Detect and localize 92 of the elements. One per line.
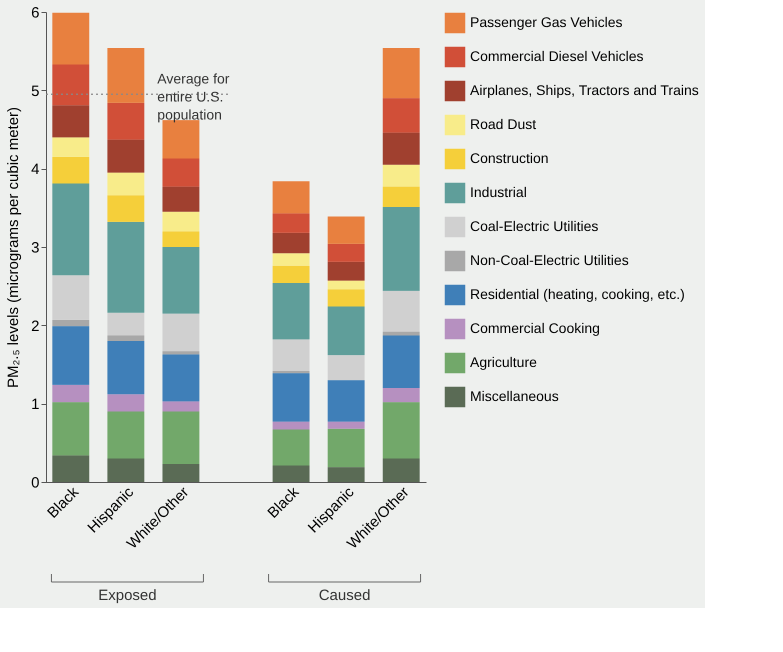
bar [272,253,310,266]
bar [328,244,365,262]
bar [328,216,365,244]
bar [328,280,365,290]
bar [107,48,144,103]
ref-line-label: Average for entire U.S. population [157,70,230,122]
bar [107,341,144,394]
legend-label: Non-Coal-Electric Utilities [470,252,629,268]
bar [328,380,365,422]
bar [52,326,90,385]
bar [107,412,144,458]
bar [328,306,365,356]
bar [52,12,90,64]
bar [52,275,90,320]
legend-label: Miscellaneous [470,388,559,404]
bar [382,336,420,388]
bar [382,290,420,332]
legend-label: Coal-Electric Utilities [470,218,598,234]
bar [382,332,420,336]
bar [382,207,420,291]
bar [162,212,200,232]
bar [52,384,90,402]
legend-label: Airplanes, Ships, Tractors and Trains [470,82,699,98]
bar [107,140,144,173]
legend-label: Road Dust [470,116,536,132]
bar [52,105,90,138]
bar [328,262,365,281]
bar [107,172,144,196]
text: Exposed [98,587,157,604]
bar [52,455,90,482]
bar [382,98,420,133]
bar [162,401,200,412]
bar [272,232,310,254]
bar [328,289,365,307]
y-tick-label: 4 [31,161,40,178]
bar [272,213,310,233]
bar [162,412,200,464]
bar [272,266,310,284]
bar [328,422,365,429]
bar [382,48,420,98]
bar [52,64,90,106]
bar [382,388,420,402]
legend-label: Industrial [470,184,527,200]
y-tick-label: 2 [31,318,40,335]
bar [162,464,200,482]
bar [272,466,310,482]
bar [272,373,310,422]
bar [382,132,420,165]
bar [328,355,365,380]
bar [272,422,310,430]
bar [107,312,144,336]
bar [107,394,144,412]
legend-label: Residential (heating, cooking, etc.) [470,286,685,302]
bar [382,164,420,187]
bar [162,351,200,354]
y-tick-label: 3 [31,240,40,256]
text: Caused [318,587,370,604]
bar [107,102,144,140]
legend-label: Commercial Cooking [470,320,600,336]
bar [107,458,144,482]
y-tick-label: 5 [31,82,40,100]
legend-label: Passenger Gas Vehicles [470,14,623,30]
bar [382,186,420,208]
bar [272,181,310,214]
y-tick-label: 0 [31,474,40,492]
bar [52,320,90,326]
bar [382,402,420,458]
bar [107,222,144,313]
bar [107,195,144,222]
bar [52,402,90,456]
bar [328,428,365,468]
bar [52,137,90,157]
y-axis-title: PM₂.₅ levels (micrograms per cubic meter) [5,106,22,388]
bar [162,158,200,187]
bar [272,283,310,340]
bar [52,156,90,184]
legend-label: Construction [470,150,549,166]
legend-label: Commercial Diesel Vehicles [470,48,644,64]
bar [328,467,365,482]
bar [52,184,90,276]
bar [162,186,200,212]
bar [162,247,200,314]
bar [107,336,144,341]
bar [162,314,200,352]
bar [272,339,310,371]
y-tick-label: 1 [31,396,40,414]
bar [382,458,420,482]
bar [162,231,200,247]
y-tick-label: 6 [31,4,40,22]
bar [162,354,200,402]
legend-label: Agriculture [470,354,538,370]
bar [272,430,310,466]
